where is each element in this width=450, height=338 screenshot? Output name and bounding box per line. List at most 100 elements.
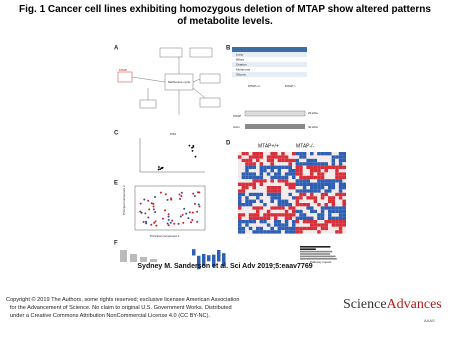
heatmap-cell bbox=[270, 216, 274, 220]
heatmap-cell bbox=[302, 186, 307, 190]
heatmap-cell bbox=[302, 223, 307, 227]
dot bbox=[166, 222, 169, 225]
heatmap-cell bbox=[284, 152, 289, 156]
dot bbox=[159, 191, 162, 194]
dot bbox=[180, 191, 183, 194]
heatmap-cell bbox=[335, 216, 339, 220]
heatmap-cell bbox=[238, 220, 242, 224]
heatmap-cell bbox=[281, 199, 285, 203]
panel-label: A bbox=[114, 46, 119, 52]
dot bbox=[142, 221, 145, 224]
heatmap-cell bbox=[277, 226, 282, 231]
heatmap-cell bbox=[299, 189, 303, 193]
heatmap-cell bbox=[241, 172, 246, 176]
heatmap-cell bbox=[310, 199, 314, 203]
heatmap-cell bbox=[295, 152, 300, 156]
heatmap-cell bbox=[313, 226, 318, 231]
dot bbox=[191, 211, 194, 214]
heatmap-cell bbox=[259, 172, 264, 176]
heatmap-cell bbox=[238, 175, 242, 180]
heatmap-cell bbox=[284, 230, 289, 234]
heatmap-cell bbox=[328, 162, 332, 166]
heatmap-cell bbox=[284, 169, 289, 173]
heatmap-cell bbox=[266, 179, 271, 183]
heatmap-cell bbox=[302, 226, 307, 231]
heatmap-cell bbox=[331, 206, 336, 210]
heatmap-cell bbox=[270, 213, 274, 217]
heatmap-cell bbox=[302, 158, 307, 163]
heatmap-cell bbox=[313, 165, 318, 169]
heatmap-cell bbox=[256, 152, 260, 156]
heatmap-cell bbox=[331, 230, 336, 234]
heatmap-cell bbox=[335, 230, 339, 234]
heatmap-cell bbox=[241, 179, 246, 183]
heatmap-cell bbox=[328, 209, 332, 214]
heatmap-cell bbox=[313, 189, 318, 193]
heatmap-cell bbox=[248, 213, 253, 217]
heatmap-cell bbox=[295, 209, 300, 214]
heatmap-cell bbox=[245, 192, 249, 197]
heatmap-cell bbox=[248, 152, 253, 156]
bar bbox=[197, 255, 201, 270]
heatmap-cell bbox=[302, 189, 307, 193]
heatmap-cell bbox=[306, 226, 310, 231]
blot-label: 29 kDa bbox=[308, 111, 318, 115]
heatmap-cell bbox=[277, 199, 282, 203]
heatmap-cell bbox=[241, 155, 246, 159]
heatmap-cell bbox=[252, 230, 256, 234]
dot bbox=[147, 199, 150, 202]
heatmap-cell bbox=[266, 209, 271, 214]
dot bbox=[150, 202, 153, 205]
heatmap-cell bbox=[310, 220, 314, 224]
bar bbox=[150, 259, 157, 262]
heatmap-cell bbox=[252, 152, 256, 156]
heatmap-cell bbox=[292, 158, 296, 163]
heatmap-cell bbox=[245, 169, 249, 173]
heatmap-cell bbox=[288, 172, 292, 176]
dot bbox=[145, 220, 148, 223]
heatmap-cell bbox=[342, 152, 346, 156]
heatmap-cell bbox=[274, 158, 278, 163]
heatmap-cell bbox=[281, 192, 285, 197]
heatmap-cell bbox=[281, 172, 285, 176]
heatmap-cell bbox=[274, 165, 278, 169]
heatmap-cell bbox=[245, 196, 249, 200]
heatmap-cell bbox=[299, 186, 303, 190]
heatmap-cell bbox=[248, 162, 253, 166]
heatmap-cell bbox=[295, 172, 300, 176]
dot bbox=[177, 222, 180, 225]
heatmap-cell bbox=[342, 220, 346, 224]
heatmap-cell bbox=[263, 213, 267, 217]
heatmap-label: MTAP+/+ bbox=[258, 143, 279, 149]
heatmap-cell bbox=[252, 216, 256, 220]
heatmap-cell bbox=[252, 162, 256, 166]
heatmap-cell bbox=[245, 199, 249, 203]
heatmap-cell bbox=[259, 226, 264, 231]
heatmap-cell bbox=[335, 175, 339, 180]
heatmap-cell bbox=[259, 203, 264, 207]
heatmap-cell bbox=[338, 182, 343, 186]
heatmap-cell bbox=[335, 220, 339, 224]
heatmap-cell bbox=[245, 189, 249, 193]
heatmap-cell bbox=[256, 209, 260, 214]
heatmap-cell bbox=[238, 196, 242, 200]
heatmap-cell bbox=[284, 172, 289, 176]
heatmap-cell bbox=[302, 182, 307, 186]
heatmap-cell bbox=[248, 209, 253, 214]
heatmap-cell bbox=[238, 209, 242, 214]
heatmap-cell bbox=[259, 158, 264, 163]
heatmap-cell bbox=[263, 189, 267, 193]
heatmap-cell bbox=[310, 209, 314, 214]
heatmap-cell bbox=[274, 155, 278, 159]
heatmap-cell bbox=[324, 155, 328, 159]
heatmap-cell bbox=[313, 152, 318, 156]
heatmap-cell bbox=[335, 152, 339, 156]
heatmap-cell bbox=[284, 223, 289, 227]
heatmap-cell bbox=[302, 213, 307, 217]
heatmap-cell bbox=[284, 155, 289, 159]
heatmap-cell bbox=[270, 172, 274, 176]
heatmap-cell bbox=[256, 179, 260, 183]
heatmap-cell bbox=[328, 169, 332, 173]
heatmap-cell bbox=[338, 216, 343, 220]
panel-label: D bbox=[226, 141, 231, 147]
